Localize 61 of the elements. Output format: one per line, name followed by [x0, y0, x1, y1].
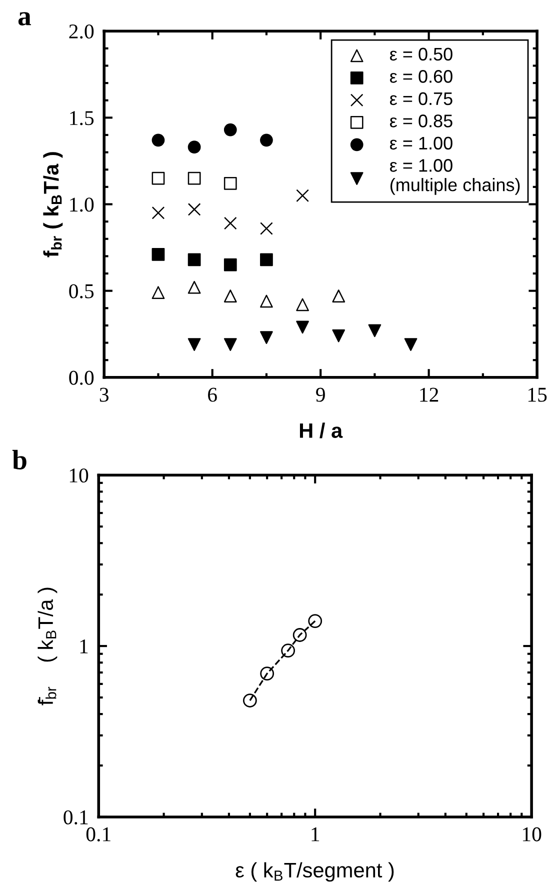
point [260, 253, 273, 266]
point [224, 216, 237, 230]
y-tick-label: 0.5 [69, 284, 94, 298]
point [152, 286, 165, 299]
point [152, 134, 165, 147]
x-tick-label: 15 [528, 388, 547, 402]
x-axis-title: ε ( k$_{B}$T/segment ) [236, 862, 394, 882]
legend-label: ε = 0.75 [390, 92, 452, 106]
point [296, 189, 309, 202]
x-tick-label: 12 [420, 388, 438, 402]
point [188, 253, 201, 266]
point [296, 320, 309, 334]
point [260, 222, 273, 235]
point [404, 338, 418, 351]
y-tick-label: 0.1 [64, 810, 88, 824]
y-tick-label: 1 [80, 639, 88, 654]
point [224, 177, 237, 190]
point [152, 248, 165, 261]
point [296, 298, 309, 312]
point [152, 172, 165, 185]
y-axis-title: f$_{br}$ ( k$_{B}$T/a ) [43, 152, 63, 258]
point [152, 206, 165, 220]
x-tick-label: 1 [312, 827, 320, 842]
x-axis-title: H / a [300, 422, 343, 438]
point [188, 172, 201, 185]
point [332, 329, 346, 342]
text: f̄$_{br}$ ( k$_{B}$T/a ) [38, 588, 58, 706]
x-tick-label: 9 [316, 388, 325, 402]
x-tick-label: 3 [100, 388, 109, 402]
point [292, 628, 307, 642]
legend-label: ε = 0.60 [390, 70, 452, 83]
x-tick-label: 6 [208, 388, 217, 402]
y-tick-label: 0.0 [69, 370, 94, 385]
point [260, 134, 273, 147]
legend-label: ε = 1.00 (multiple chains) [390, 159, 520, 195]
point [188, 280, 201, 294]
point [224, 123, 237, 136]
point [260, 666, 274, 681]
y-tick-label: 2.0 [69, 24, 94, 39]
legend-label: ε = 1.00 [390, 136, 452, 150]
point [332, 290, 346, 302]
chart-title: b [12, 450, 26, 470]
point [188, 203, 201, 216]
point [308, 614, 322, 628]
point [188, 338, 201, 351]
x-tick-label: 10 [522, 827, 542, 842]
legend-label: ε = 0.50 [390, 48, 452, 61]
point [224, 290, 237, 302]
point [368, 324, 382, 338]
x-tick-label: 0.1 [86, 827, 110, 842]
y-tick-label: 10 [70, 468, 88, 483]
point [260, 294, 273, 308]
point [242, 694, 257, 708]
point [260, 331, 273, 344]
point [224, 258, 237, 272]
chart-title: a [18, 12, 32, 26]
y-tick-label: 1.0 [70, 198, 94, 212]
point [224, 338, 237, 351]
y-tick-label: 1.5 [70, 111, 94, 126]
legend-label: ε = 0.85 [390, 114, 452, 128]
point [188, 140, 201, 154]
